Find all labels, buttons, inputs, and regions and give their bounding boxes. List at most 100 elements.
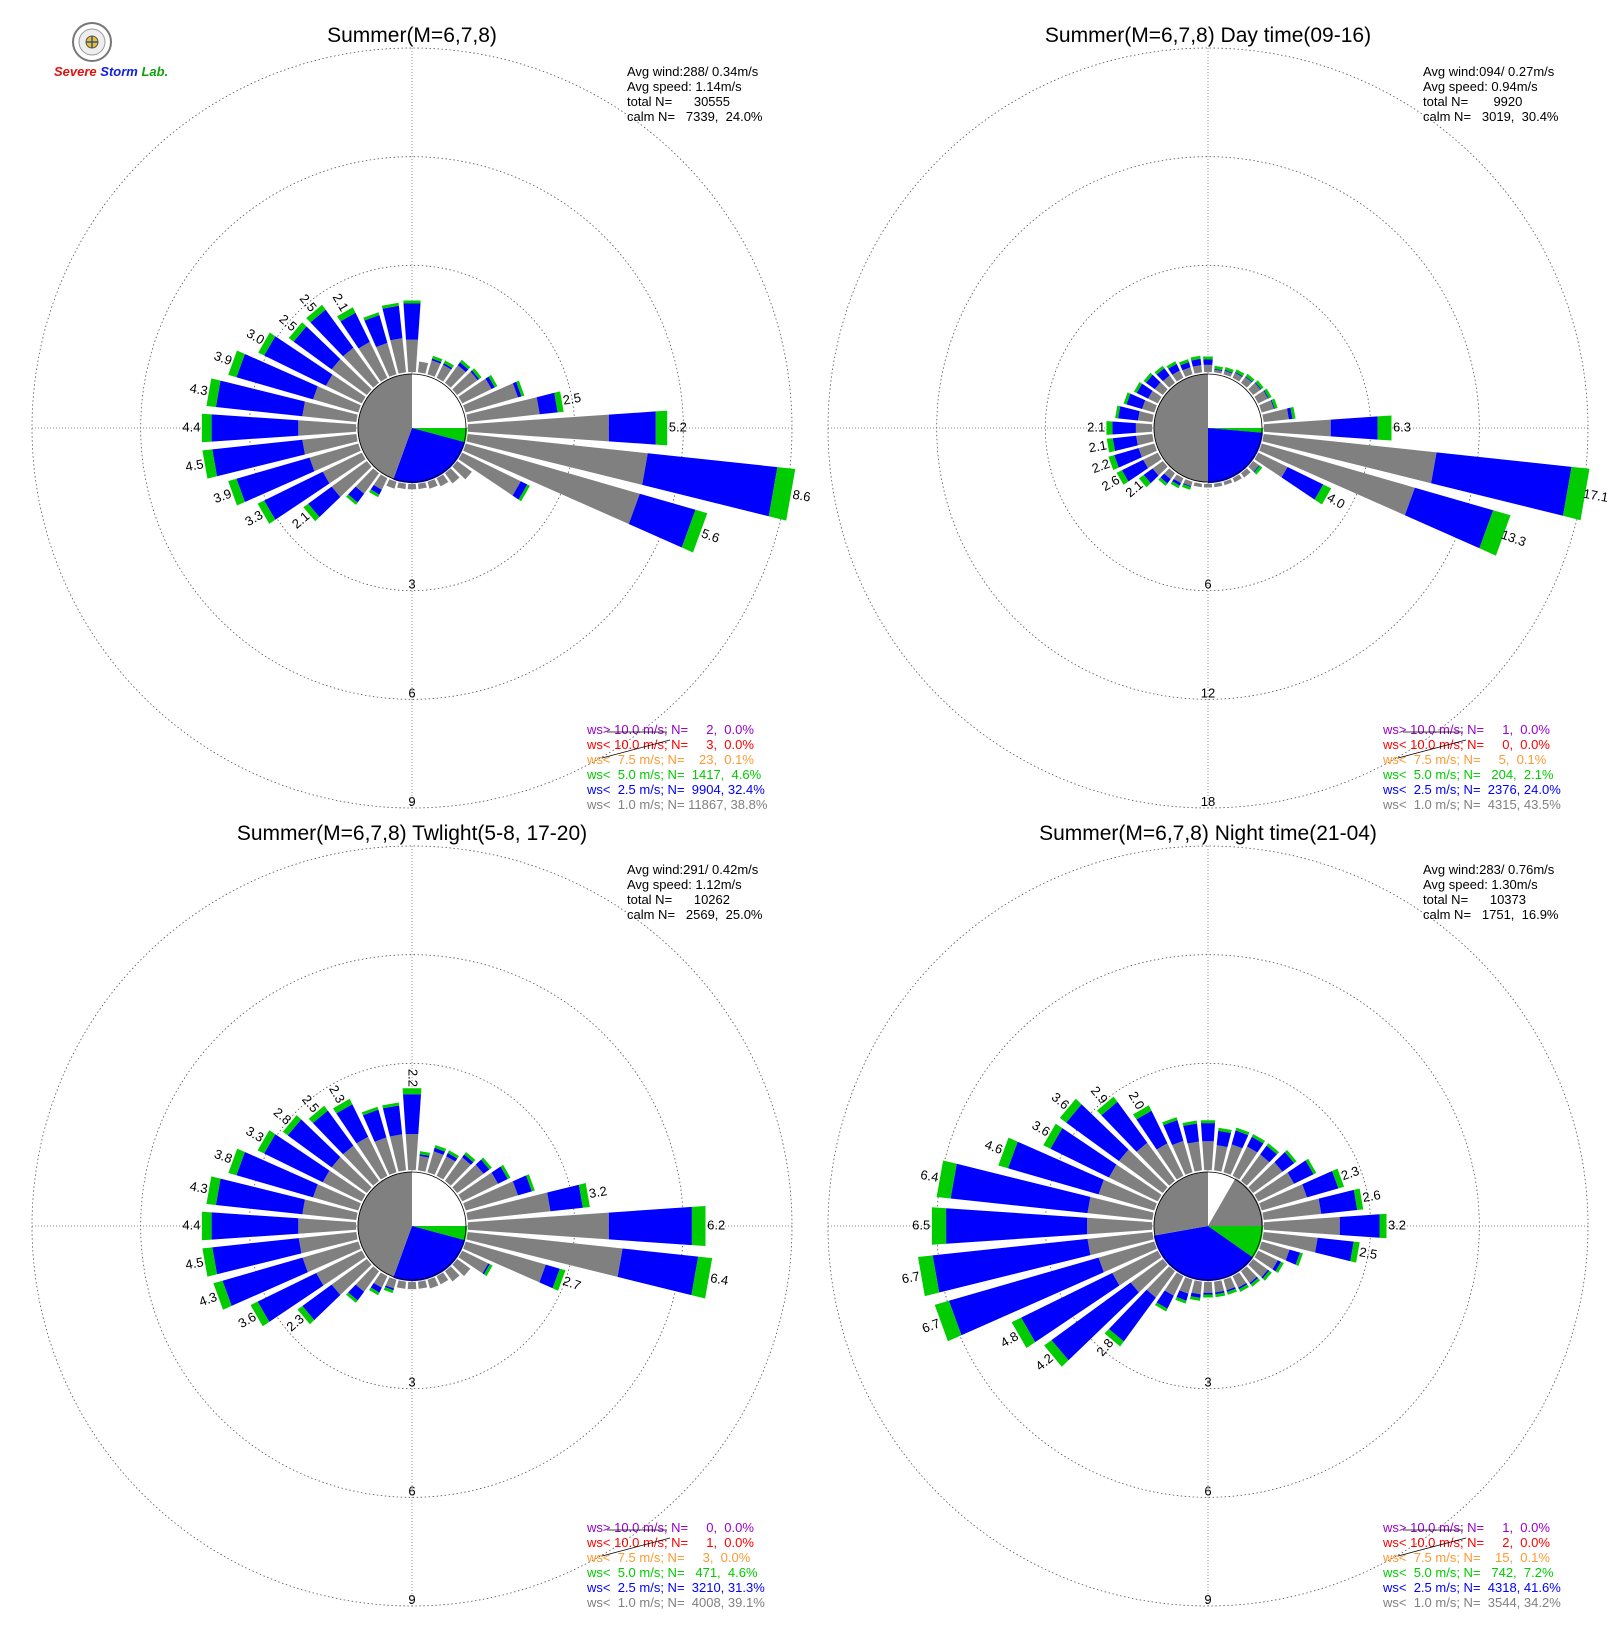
bar-segment-lt2_5: [433, 1147, 445, 1155]
bar-segment-lt5: [1203, 1294, 1213, 1298]
bar-segment-lt2_5: [1281, 467, 1324, 500]
bar-segment-calm-1: [1098, 1179, 1157, 1211]
bar-segment-lt5: [554, 391, 564, 413]
legend-entry: ws< 1.0 m/s; N= 4008, 39.1%: [586, 1595, 765, 1610]
bar-label: 2.1: [1087, 419, 1105, 434]
bar-segment-calm-1: [298, 1232, 358, 1254]
bar-segment-calm-1: [385, 1277, 397, 1289]
legend-strike: [1397, 1537, 1467, 1557]
legend-entry: ws< 5.0 m/s; N= 1417, 4.6%: [586, 767, 762, 782]
bar-label: 3.2: [1388, 1217, 1406, 1232]
bar-segment-lt5: [346, 494, 358, 505]
bar-segment-lt2_5: [536, 392, 558, 415]
legend-strike: [601, 739, 671, 759]
bar-segment-lt5: [337, 307, 356, 322]
bar-segment-calm-1: [322, 1170, 366, 1202]
bar-segment-lt5: [1218, 1127, 1232, 1133]
bar-segment-lt5: [1011, 1317, 1036, 1348]
calm-circle-outline: [1153, 1171, 1263, 1281]
logo-text-severe: Severe: [54, 64, 97, 79]
bar-segment-lt5: [250, 1301, 270, 1327]
logo-text-lab: Lab.: [141, 64, 169, 79]
bar-segment-calm-1: [466, 397, 540, 422]
bar-segment-calm-1: [1087, 1217, 1153, 1235]
bar-segment-lt5: [1266, 1143, 1279, 1155]
bar-segment-lt2_5: [1315, 1237, 1354, 1262]
bar-segment-lt2_5: [1008, 1141, 1104, 1195]
bar-segment-lt5: [382, 1102, 400, 1109]
bar-label: 3.2: [588, 1183, 608, 1201]
bar-segment-calm-1: [1262, 1198, 1322, 1220]
bar-segment-lt5: [1224, 367, 1234, 373]
bar-segment-calm-1: [1164, 468, 1175, 480]
calm-sector: [412, 1170, 468, 1226]
bar-segment-lt2_5: [1112, 421, 1136, 435]
legend-entry: ws< 7.5 m/s; N= 5, 0.1%: [1382, 752, 1547, 767]
radial-tick-label: 6: [408, 1483, 415, 1498]
bar-segment-lt5: [471, 368, 482, 379]
bar-segment-lt2_5: [257, 1273, 324, 1322]
bar-segment-lt5: [1275, 1261, 1284, 1273]
bar-segment-lt2_5: [1203, 1292, 1213, 1295]
bar-segment-calm-1: [1232, 1146, 1258, 1180]
bar-segment-calm-1: [427, 360, 441, 377]
bar-segment-calm-1: [1148, 390, 1162, 404]
legend-entry: ws< 7.5 m/s; N= 23, 0.1%: [586, 752, 754, 767]
bar-segment-lt2_5: [302, 1284, 341, 1321]
bar-label: 2.2: [406, 1069, 421, 1087]
bar-segment-lt2_5: [211, 1212, 299, 1240]
bar-segment-calm-1: [458, 1250, 489, 1274]
wind-rose-panel-1: Summer(M=6,7,8)3692.55.28.65.62.13.33.94…: [31, 24, 812, 812]
bar-segment-lt2_5: [1272, 1260, 1282, 1272]
legend-entry: ws< 10.0 m/s; N= 3, 0.0%: [586, 737, 754, 752]
bar-label: 3.9: [212, 348, 234, 368]
bar-segment-lt5: [1254, 465, 1263, 475]
bar-segment-calm-1: [373, 1272, 388, 1288]
legend-entry: ws< 2.5 m/s; N= 9904, 32.4%: [586, 782, 765, 797]
bar-segment-lt2_5: [1163, 1120, 1184, 1145]
bar-segment-lt2_5: [1126, 393, 1146, 409]
bar-segment-lt2_5: [236, 1152, 318, 1198]
bar-segment-calm-1: [1259, 1241, 1290, 1261]
stat-line: total N= 30555: [627, 94, 730, 109]
bar-segment-lt2_5: [310, 309, 354, 357]
bar-segment-lt5: [681, 509, 708, 553]
bar-segment-lt2_5: [236, 457, 315, 502]
bar-segment-lt5: [1262, 1270, 1272, 1281]
bar-label: 6.3: [1393, 419, 1411, 434]
bar-segment-lt5: [1138, 474, 1151, 488]
bar-segment-lt5: [1203, 356, 1213, 360]
bar-segment-lt5: [998, 1137, 1018, 1169]
bar-segment-calm-1: [1241, 1154, 1270, 1186]
bar-label: 6.2: [707, 1217, 725, 1232]
bar-label: 6.7: [920, 1316, 942, 1336]
bar-segment-lt2_5: [382, 305, 403, 341]
bar-segment-calm-1: [1203, 364, 1213, 373]
bar-segment-calm-1: [418, 361, 429, 374]
bar-segment-calm-1: [322, 452, 366, 484]
bar-segment-lt5: [1353, 1188, 1364, 1210]
bar-segment-calm-1: [309, 443, 361, 472]
bar-segment-calm-1: [407, 1281, 417, 1290]
bar-segment-lt5: [381, 302, 399, 309]
bar-segment-lt5: [213, 1280, 232, 1310]
bar-segment-calm-1: [1232, 372, 1243, 382]
bar-segment-lt2_5: [950, 1163, 1091, 1214]
bar-segment-calm-1: [373, 474, 388, 490]
bar-segment-lt2_5: [348, 1284, 365, 1301]
legend-entry: ws< 1.0 m/s; N= 4315, 43.5%: [1382, 797, 1561, 812]
bar-segment-lt2_5: [348, 486, 365, 503]
legend-entry: ws< 7.5 m/s; N= 15, 0.1%: [1382, 1550, 1550, 1565]
bar-segment-calm-1: [298, 420, 357, 436]
bar-segment-lt5: [1563, 466, 1590, 521]
bar-segment-lt5: [526, 1174, 535, 1192]
bar-segment-calm-1: [1214, 369, 1223, 374]
bar-label: 8.6: [791, 487, 811, 505]
bar-segment-lt2_5: [1318, 1189, 1358, 1214]
legend-entry: ws> 10.0 m/s; N= 1, 0.0%: [1382, 722, 1550, 737]
bar-segment-lt5: [282, 1115, 302, 1136]
bar-label: 2.2: [1090, 456, 1112, 476]
bar-segment-calm-1: [1214, 1280, 1225, 1293]
bar-segment-lt5: [369, 489, 380, 498]
bar-segment-calm-1: [1248, 1162, 1283, 1193]
